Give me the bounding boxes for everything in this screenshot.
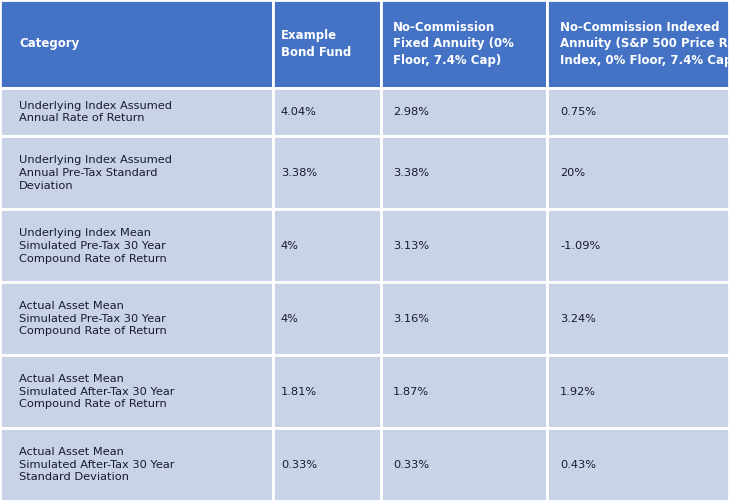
- Bar: [0, 88, 273, 136]
- Bar: [547, 136, 729, 209]
- Text: Underlying Index Mean
Simulated Pre-Tax 30 Year
Compound Rate of Return: Underlying Index Mean Simulated Pre-Tax …: [19, 228, 167, 264]
- Bar: [273, 136, 381, 209]
- Bar: [547, 355, 729, 428]
- Bar: [273, 0, 381, 88]
- Bar: [0, 0, 273, 88]
- Text: No-Commission
Fixed Annuity (0%
Floor, 7.4% Cap): No-Commission Fixed Annuity (0% Floor, 7…: [393, 21, 514, 67]
- Text: 1.81%: 1.81%: [281, 387, 317, 397]
- Bar: [547, 282, 729, 355]
- Text: Underlying Index Assumed
Annual Rate of Return: Underlying Index Assumed Annual Rate of …: [19, 101, 172, 123]
- Text: 0.33%: 0.33%: [393, 459, 429, 469]
- Text: Example
Bond Fund: Example Bond Fund: [281, 29, 351, 59]
- Bar: [547, 428, 729, 501]
- Text: 1.92%: 1.92%: [560, 387, 596, 397]
- Bar: [547, 88, 729, 136]
- Text: 20%: 20%: [560, 168, 585, 178]
- Text: 2.98%: 2.98%: [393, 107, 429, 117]
- Text: 0.75%: 0.75%: [560, 107, 596, 117]
- Text: 4%: 4%: [281, 240, 299, 250]
- Bar: [0, 428, 273, 501]
- Bar: [273, 355, 381, 428]
- Bar: [273, 282, 381, 355]
- Text: 3.13%: 3.13%: [393, 240, 429, 250]
- Bar: [381, 88, 547, 136]
- Bar: [0, 209, 273, 282]
- Text: No-Commission Indexed
Annuity (S&P 500 Price Return
Index, 0% Floor, 7.4% Cap): No-Commission Indexed Annuity (S&P 500 P…: [560, 21, 729, 67]
- Text: 3.38%: 3.38%: [281, 168, 317, 178]
- Text: 1.87%: 1.87%: [393, 387, 429, 397]
- Bar: [381, 0, 547, 88]
- Text: 3.16%: 3.16%: [393, 314, 429, 324]
- Text: -1.09%: -1.09%: [560, 240, 601, 250]
- Text: 0.33%: 0.33%: [281, 459, 317, 469]
- Bar: [381, 136, 547, 209]
- Bar: [381, 282, 547, 355]
- Bar: [547, 209, 729, 282]
- Text: Actual Asset Mean
Simulated Pre-Tax 30 Year
Compound Rate of Return: Actual Asset Mean Simulated Pre-Tax 30 Y…: [19, 301, 167, 337]
- Bar: [381, 428, 547, 501]
- Text: 4%: 4%: [281, 314, 299, 324]
- Bar: [0, 355, 273, 428]
- Text: Underlying Index Assumed
Annual Pre-Tax Standard
Deviation: Underlying Index Assumed Annual Pre-Tax …: [19, 155, 172, 190]
- Bar: [0, 136, 273, 209]
- Bar: [273, 88, 381, 136]
- Text: 3.38%: 3.38%: [393, 168, 429, 178]
- Bar: [273, 428, 381, 501]
- Text: 0.43%: 0.43%: [560, 459, 596, 469]
- Text: Category: Category: [19, 38, 79, 50]
- Text: Actual Asset Mean
Simulated After-Tax 30 Year
Standard Deviation: Actual Asset Mean Simulated After-Tax 30…: [19, 447, 175, 482]
- Text: 3.24%: 3.24%: [560, 314, 596, 324]
- Text: Actual Asset Mean
Simulated After-Tax 30 Year
Compound Rate of Return: Actual Asset Mean Simulated After-Tax 30…: [19, 374, 175, 409]
- Bar: [0, 282, 273, 355]
- Bar: [273, 209, 381, 282]
- Bar: [381, 355, 547, 428]
- Text: 4.04%: 4.04%: [281, 107, 317, 117]
- Bar: [381, 209, 547, 282]
- Bar: [547, 0, 729, 88]
